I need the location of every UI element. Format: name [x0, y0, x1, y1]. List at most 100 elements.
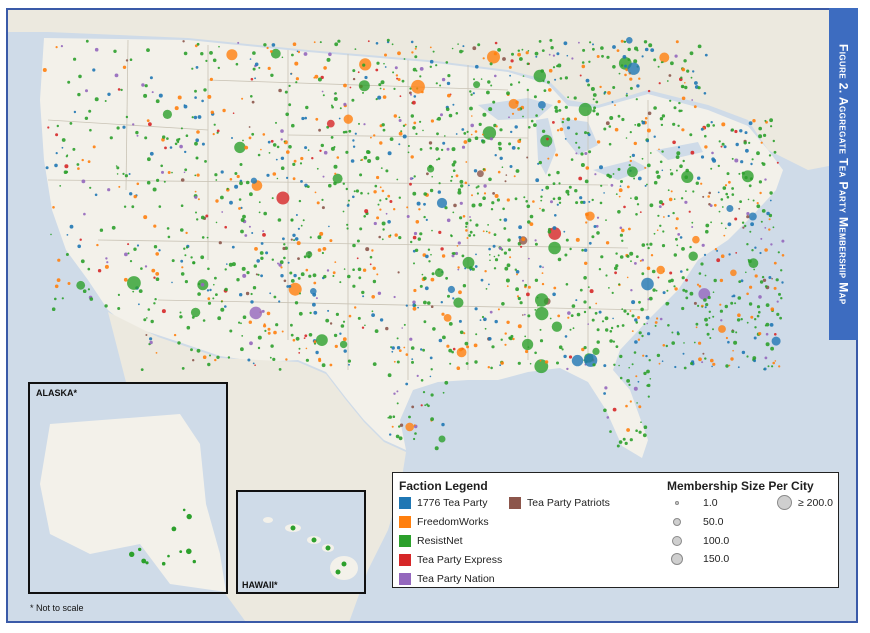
member-dot [758, 180, 763, 184]
member-dot [649, 242, 653, 246]
member-dot [430, 368, 433, 371]
member-dot [156, 178, 160, 182]
member-dot [229, 200, 233, 205]
member-dot [205, 59, 208, 63]
member-dot [440, 301, 443, 304]
member-dot [589, 289, 594, 294]
member-dot [535, 293, 549, 307]
member-dot [776, 161, 779, 164]
member-dot [155, 277, 160, 282]
member-dot [358, 122, 360, 125]
member-dot [603, 192, 605, 194]
member-dot [754, 246, 757, 249]
member-dot [264, 329, 267, 332]
member-dot [327, 309, 330, 312]
member-dot [702, 195, 705, 198]
member-dot [658, 148, 660, 151]
swatch-patriots [509, 497, 521, 509]
canada-land [8, 10, 856, 170]
member-dot [513, 175, 516, 178]
member-dot [475, 186, 478, 189]
member-dot [489, 137, 493, 141]
member-dot [766, 211, 770, 216]
member-dot [712, 124, 715, 127]
member-dot [387, 220, 391, 224]
member-dot [89, 128, 92, 132]
member-dot [269, 356, 272, 359]
member-dot [162, 135, 166, 139]
member-dot [224, 268, 227, 271]
member-dot [503, 251, 507, 255]
member-dot [580, 200, 584, 204]
member-dot [770, 307, 775, 312]
member-dot [610, 326, 614, 330]
member-dot [234, 184, 239, 189]
member-dot [650, 48, 655, 52]
member-dot [215, 293, 218, 296]
member-dot [482, 112, 487, 117]
member-dot [136, 244, 140, 247]
member-dot [550, 46, 554, 50]
member-dot [411, 405, 415, 409]
member-dot [621, 324, 625, 327]
member-dot [547, 173, 551, 177]
member-dot [395, 74, 399, 77]
member-dot [600, 184, 603, 187]
member-dot [342, 182, 345, 185]
member-dot [582, 200, 586, 204]
member-dot [479, 319, 482, 321]
member-dot [298, 199, 302, 203]
member-dot [492, 192, 495, 195]
member-dot [425, 254, 429, 259]
member-dot [373, 190, 377, 194]
member-dot [726, 172, 730, 176]
member-dot [686, 268, 689, 271]
member-dot [59, 185, 62, 187]
member-dot [621, 308, 624, 310]
member-dot [676, 244, 679, 247]
member-dot [396, 390, 399, 393]
member-dot [298, 311, 303, 316]
member-dot [525, 349, 529, 354]
member-dot [370, 136, 372, 139]
member-dot [296, 241, 301, 246]
member-dot [781, 254, 785, 257]
member-dot [692, 190, 695, 193]
member-dot [406, 206, 409, 209]
member-dot [665, 344, 668, 348]
member-dot [310, 288, 317, 295]
member-dot [476, 192, 479, 195]
member-dot [685, 190, 687, 193]
member-dot [641, 120, 646, 125]
member-dot [381, 238, 384, 241]
member-dot [573, 96, 577, 100]
member-dot [377, 203, 380, 206]
member-dot [382, 228, 385, 231]
member-dot [452, 211, 455, 214]
member-dot [673, 285, 676, 288]
member-dot [718, 140, 721, 143]
member-dot [339, 332, 342, 335]
member-dot [326, 119, 335, 128]
member-dot [712, 315, 715, 318]
member-dot [575, 132, 578, 136]
member-dot [679, 164, 683, 168]
member-dot [415, 132, 418, 135]
member-dot [570, 158, 574, 161]
member-dot [634, 262, 637, 265]
member-dot [678, 101, 681, 105]
member-dot [704, 274, 707, 277]
member-dot [339, 340, 348, 349]
member-dot [373, 221, 377, 226]
member-dot [780, 269, 783, 272]
member-dot [463, 332, 466, 335]
member-dot [545, 185, 550, 190]
member-dot [716, 249, 719, 252]
member-dot [666, 289, 669, 292]
member-dot [378, 83, 382, 87]
member-dot [164, 146, 167, 150]
member-dot [458, 319, 462, 323]
member-dot [410, 240, 413, 244]
member-dot [303, 255, 307, 259]
member-dot [411, 79, 425, 94]
